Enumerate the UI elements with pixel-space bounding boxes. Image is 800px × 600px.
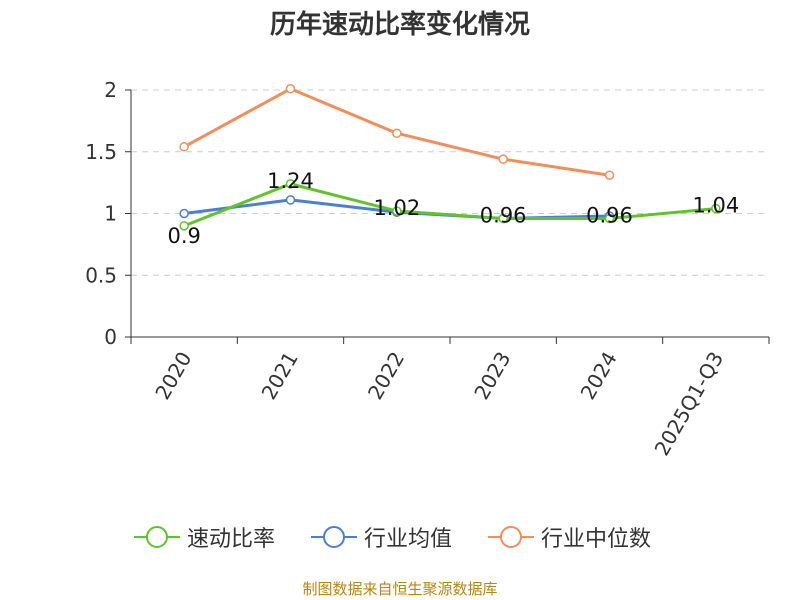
x-tick-label: 2021 bbox=[257, 348, 303, 404]
data-point bbox=[498, 154, 508, 164]
legend-line-icon bbox=[311, 526, 357, 548]
y-tick-label: 2 bbox=[104, 78, 117, 102]
x-tick-label: 2025Q1-Q3 bbox=[649, 348, 728, 460]
legend-line-icon bbox=[488, 526, 534, 548]
data-label: 0.96 bbox=[480, 203, 527, 227]
series-line bbox=[183, 182, 716, 228]
legend-item-industry-mean[interactable]: 行业均值 bbox=[310, 522, 452, 552]
data-label: 1.04 bbox=[692, 194, 739, 218]
legend-label: 速动比率 bbox=[187, 527, 276, 552]
legend-label: 行业中位数 bbox=[541, 527, 652, 552]
data-point bbox=[604, 170, 615, 180]
legend-line-icon bbox=[134, 526, 180, 548]
data-label: 1.02 bbox=[373, 196, 420, 220]
data-point bbox=[285, 84, 296, 94]
legend-label: 行业均值 bbox=[364, 527, 453, 552]
data-label: 0.96 bbox=[586, 203, 633, 227]
data-point bbox=[179, 208, 189, 219]
x-tick-label: 2024 bbox=[576, 348, 622, 404]
x-tick-label: 2020 bbox=[150, 348, 196, 404]
data-point bbox=[285, 179, 296, 189]
legend-item-industry-median[interactable]: 行业中位数 bbox=[487, 522, 651, 552]
data-point bbox=[604, 213, 615, 224]
data-point bbox=[392, 206, 402, 216]
data-label: 1.24 bbox=[267, 169, 314, 193]
data-point bbox=[392, 128, 402, 138]
data-point bbox=[179, 221, 189, 231]
data-source-note: 制图数据来自恒生聚源数据库 bbox=[302, 580, 498, 598]
y-tick-label: 1.5 bbox=[85, 140, 117, 164]
y-tick-label: 0.5 bbox=[85, 263, 117, 287]
x-tick-label: 2023 bbox=[469, 347, 515, 403]
data-point bbox=[498, 213, 508, 224]
data-label: 0.9 bbox=[167, 224, 200, 248]
y-tick-label: 1 bbox=[104, 202, 117, 226]
data-point bbox=[285, 195, 296, 205]
legend-item-quick-ratio[interactable]: 速动比率 bbox=[133, 522, 275, 552]
y-tick-label: 0 bbox=[104, 325, 117, 349]
data-point bbox=[711, 203, 721, 214]
data-point bbox=[179, 142, 189, 152]
chart-title: 历年速动比率变化情况 bbox=[269, 10, 530, 40]
x-tick-label: 2022 bbox=[363, 348, 409, 404]
